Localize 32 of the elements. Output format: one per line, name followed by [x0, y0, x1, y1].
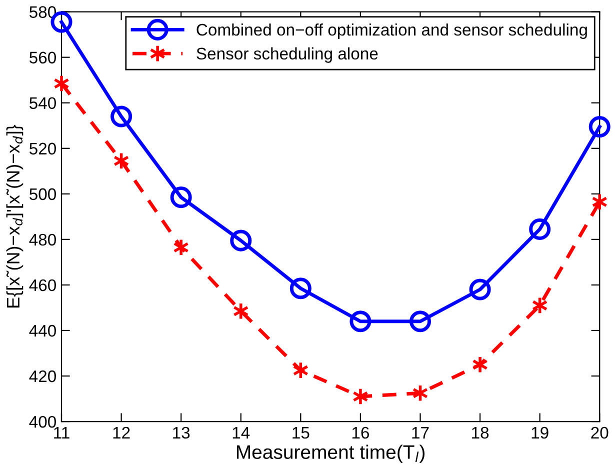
x-tick-label: 15 [292, 427, 310, 439]
y-tick-label: 500 [30, 188, 56, 200]
x-tick-label: 20 [591, 426, 608, 439]
point [469, 278, 491, 300]
point [529, 218, 551, 240]
x-axis-title: Measurement time(T$_{l}$) [236, 444, 425, 463]
y-axis-title: E{[x˜(N)−x$_{d}$]'[x˜(N)−x$_{d}$]} [6, 124, 24, 308]
x-tick-label: 18 [472, 426, 489, 439]
y-tick-label: 400 [29, 416, 56, 428]
point [230, 230, 252, 252]
point [409, 310, 432, 332]
y-tick-label: 560 [30, 52, 56, 64]
y-tick-label: 540 [30, 97, 56, 110]
point [170, 186, 192, 208]
x-tick-label: 13 [173, 426, 190, 439]
y-tick-label: 480 [29, 234, 56, 246]
x-tick-label: 12 [113, 426, 130, 438]
x-tick-label: 16 [352, 426, 369, 439]
point [588, 116, 610, 138]
legend-label: Sensor scheduling alone [196, 47, 378, 63]
y-tick-label: 420 [29, 370, 56, 382]
x-tick-label: 17 [412, 427, 429, 438]
y-tick-label: 520 [30, 142, 56, 155]
x-tick-label: 14 [232, 427, 250, 438]
point [290, 278, 312, 300]
point [350, 310, 372, 332]
point [110, 106, 132, 128]
x-tick-label: 19 [532, 426, 548, 439]
x-tick-label: 11 [54, 427, 70, 438]
y-tick-label: 440 [29, 324, 56, 337]
y-tick-label: 460 [29, 279, 56, 292]
legend-label: Combined on−off optimization and sensor scheduling [196, 23, 587, 39]
